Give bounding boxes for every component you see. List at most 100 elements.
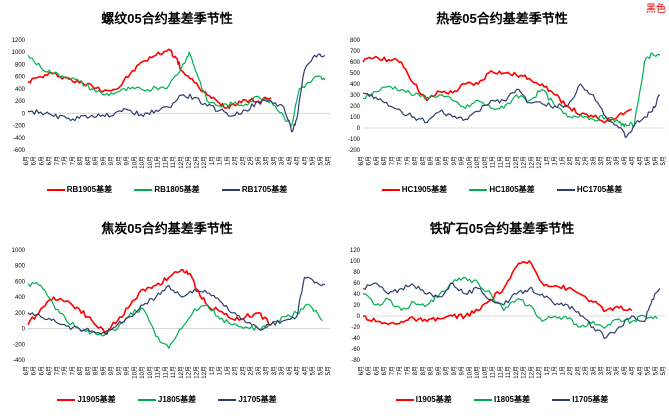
legend-label: RB1805基差 [154, 185, 200, 194]
x-tick-label: 8月 [412, 366, 419, 375]
x-tick-label: 12月 [186, 156, 193, 169]
x-tick-label: 4月 [637, 156, 644, 165]
x-tick-label: 4月 [621, 366, 628, 375]
x-tick-label: 6月 [366, 156, 373, 165]
x-tick-label: 6月 [358, 156, 365, 165]
legend-label: RB1705基差 [241, 185, 288, 194]
chart-legend: HC1905基差 HC1805基差 HC1705基差 [335, 184, 669, 195]
legend-swatch [556, 188, 575, 191]
x-tick-label: 1月 [224, 156, 231, 165]
y-tick-label: 200 [15, 311, 26, 317]
x-tick-label: 9月 [116, 366, 123, 375]
y-tick-label: 100 [350, 259, 361, 265]
x-tick-label: 7月 [62, 156, 69, 165]
x-tick-label: 7月 [397, 156, 404, 165]
x-tick-label: 12月 [193, 156, 200, 169]
y-tick-label: 400 [15, 295, 26, 301]
legend-swatch [57, 398, 76, 401]
y-tick-label: 200 [350, 104, 361, 110]
y-tick-label: 600 [350, 60, 361, 66]
x-tick-label: 2月 [240, 156, 247, 165]
x-tick-label: 1月 [559, 156, 566, 165]
y-tick-label: 300 [350, 93, 361, 99]
legend-label: J1705基差 [238, 395, 277, 404]
x-tick-label: 5月 [645, 156, 652, 165]
x-tick-label: 12月 [178, 366, 185, 379]
x-tick-label: 12月 [513, 366, 520, 379]
x-tick-label: 2月 [232, 366, 239, 375]
x-tick-label: 7月 [69, 156, 76, 165]
x-tick-label: 10月 [139, 156, 146, 169]
x-tick-label: 5月 [645, 366, 652, 375]
series-line [27, 48, 272, 110]
x-tick-label: 1月 [224, 366, 231, 375]
x-tick-label: 1月 [209, 156, 216, 165]
x-tick-label: 5月 [310, 366, 317, 375]
x-tick-label: 11月 [497, 366, 504, 378]
y-tick-label: 20 [353, 303, 360, 309]
legend-item: HC1805基差 [469, 184, 535, 195]
x-tick-label: 9月 [451, 156, 458, 165]
x-tick-label: 6月 [373, 156, 380, 165]
x-tick-label: 6月 [38, 366, 45, 375]
x-tick-label: 6月 [381, 366, 388, 375]
x-tick-label: 6月 [46, 366, 53, 375]
x-tick-label: 10月 [147, 156, 154, 169]
x-tick-label: 4月 [629, 366, 636, 375]
x-tick-label: 9月 [124, 156, 131, 165]
x-tick-label: 6月 [366, 366, 373, 375]
x-tick-label: 11月 [497, 156, 504, 168]
corner-label: 黑色 [646, 4, 666, 15]
x-tick-label: 7月 [69, 366, 76, 375]
x-tick-label: 8月 [412, 156, 419, 165]
x-tick-label: 12月 [186, 366, 193, 379]
x-tick-label: 4月 [629, 156, 636, 165]
x-tick-label: 6月 [373, 366, 380, 375]
x-tick-label: 9月 [443, 156, 450, 165]
chart-title: 铁矿石05合约基差季节性 [429, 221, 575, 236]
x-tick-label: 7月 [404, 156, 411, 165]
y-tick-label: 800 [350, 38, 361, 44]
legend-swatch [218, 398, 237, 401]
y-tick-label: -200 [13, 124, 26, 130]
legend-swatch [134, 188, 153, 191]
y-tick-label: -200 [348, 148, 361, 154]
x-tick-label: 10月 [482, 366, 489, 379]
y-tick-label: 1000 [12, 50, 26, 56]
x-tick-label: 8月 [420, 156, 427, 165]
x-tick-label: 5月 [325, 366, 332, 375]
y-tick-label: -100 [348, 137, 361, 143]
legend-label: I1905基差 [415, 395, 452, 404]
x-tick-label: 2月 [583, 366, 590, 375]
y-tick-label: 100 [350, 115, 361, 121]
x-tick-label: 11月 [170, 156, 177, 168]
legend-label: RB1905基差 [66, 185, 113, 194]
y-tick-label: 0 [22, 111, 26, 117]
x-tick-label: 10月 [131, 156, 138, 169]
x-tick-label: 5月 [317, 366, 324, 375]
legend-swatch [395, 398, 414, 401]
legend-item: HC1705基差 [556, 184, 622, 195]
y-tick-label: 60 [353, 281, 360, 287]
legend-item: RB1705基差 [221, 184, 288, 195]
x-tick-label: 8月 [77, 366, 84, 375]
x-tick-label: 6月 [46, 156, 53, 165]
x-tick-label: 7月 [397, 366, 404, 375]
x-tick-label: 8月 [420, 366, 427, 375]
x-tick-label: 11月 [162, 156, 169, 168]
legend-label: J1905基差 [77, 395, 116, 404]
x-tick-label: 3月 [598, 366, 605, 375]
x-tick-label: 9月 [108, 366, 115, 375]
x-tick-label: 8月 [85, 156, 92, 165]
series-line [27, 268, 272, 334]
x-tick-label: 7月 [54, 156, 61, 165]
x-tick-label: 6月 [23, 366, 30, 375]
series-line [362, 276, 658, 329]
y-tick-label: 200 [15, 99, 26, 105]
y-tick-label: -600 [13, 148, 26, 154]
legend-item: HC1905基差 [381, 184, 447, 195]
x-tick-label: 2月 [567, 156, 574, 165]
chart-title: 热卷05合约基差季节性 [436, 11, 568, 26]
legend-label: I1805基差 [493, 395, 531, 404]
